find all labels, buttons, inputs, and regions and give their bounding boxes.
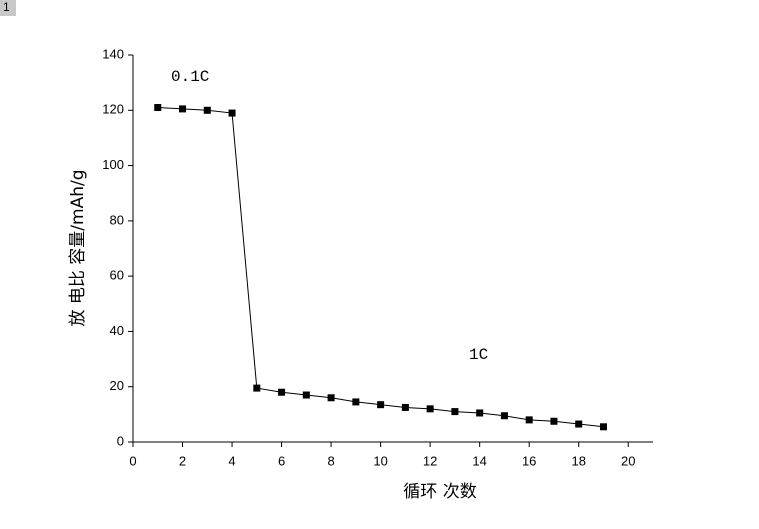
y-tick-label: 0 xyxy=(117,433,124,448)
x-tick-label: 6 xyxy=(278,453,285,468)
marker xyxy=(327,394,335,402)
x-tick-label: 0 xyxy=(129,453,136,468)
y-axis-label: 放 电比 容量/mAh/g xyxy=(68,169,88,326)
tag-box xyxy=(0,0,16,16)
x-tick-label: 16 xyxy=(522,453,536,468)
marker xyxy=(525,416,533,424)
marker xyxy=(352,398,360,406)
x-tick-label: 18 xyxy=(571,453,585,468)
x-tick-label: 8 xyxy=(327,453,334,468)
annotation: 1C xyxy=(469,346,488,364)
y-tick-label: 140 xyxy=(102,46,124,61)
marker xyxy=(302,391,310,399)
marker xyxy=(500,412,508,420)
data-line xyxy=(157,107,604,428)
y-tick-label: 60 xyxy=(110,268,124,283)
x-tick-label: 20 xyxy=(621,453,635,468)
marker xyxy=(228,109,236,117)
annotation: 0.1C xyxy=(171,68,209,86)
marker xyxy=(426,405,434,413)
tag: 1 xyxy=(3,0,10,14)
y-tick-label: 80 xyxy=(110,212,124,227)
x-tick-label: 10 xyxy=(373,453,387,468)
marker xyxy=(253,384,261,392)
marker xyxy=(278,388,286,396)
x-tick-label: 12 xyxy=(423,453,437,468)
marker xyxy=(203,106,211,114)
marker xyxy=(179,105,187,113)
marker xyxy=(451,408,459,416)
x-tick-label: 4 xyxy=(228,453,235,468)
marker xyxy=(599,423,607,431)
marker xyxy=(575,420,583,428)
marker xyxy=(476,409,484,417)
marker xyxy=(154,104,162,112)
x-axis-label: 循环 次数 xyxy=(403,482,476,502)
x-tick-label: 2 xyxy=(179,453,186,468)
y-tick-label: 20 xyxy=(110,378,124,393)
marker xyxy=(401,403,409,411)
y-tick-label: 40 xyxy=(110,323,124,338)
marker xyxy=(550,417,558,425)
x-tick-label: 14 xyxy=(472,453,486,468)
marker xyxy=(377,401,385,409)
y-tick-label: 120 xyxy=(102,102,124,117)
y-tick-label: 100 xyxy=(102,157,124,172)
